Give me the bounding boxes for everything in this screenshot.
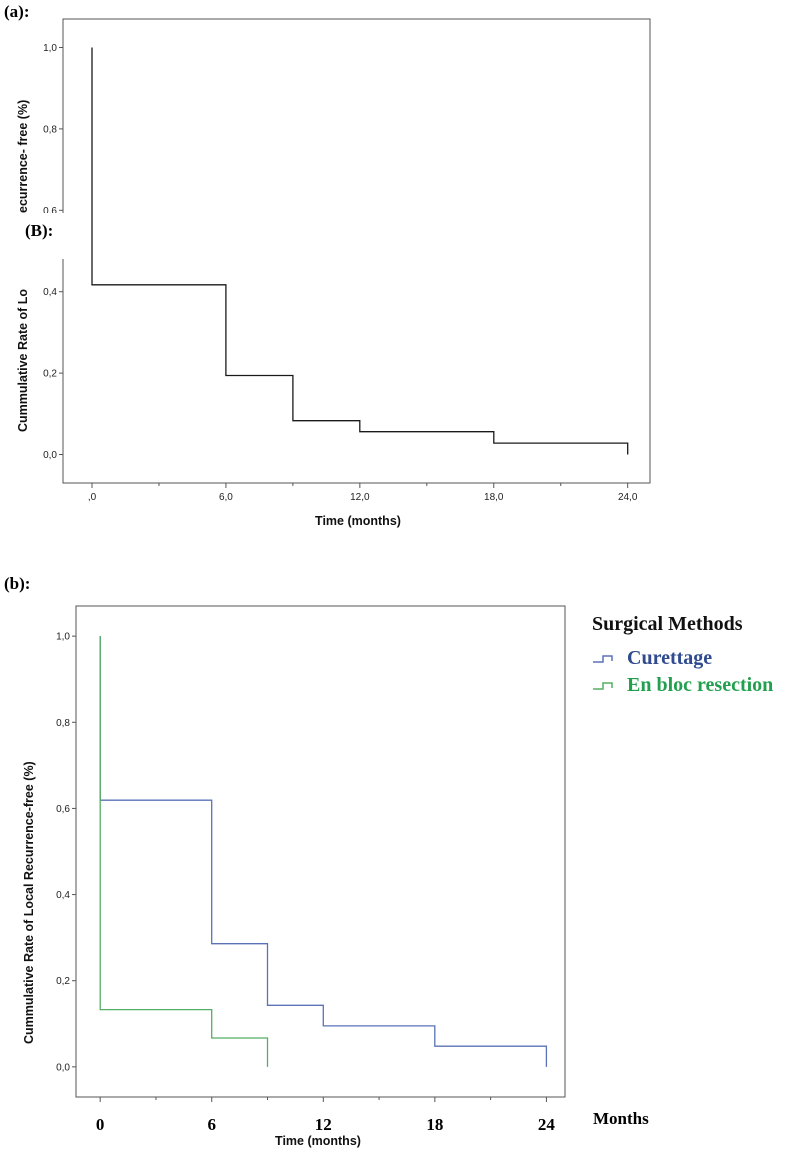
legend: Curettage En bloc resection <box>593 647 773 696</box>
plot-frame-b <box>75 605 566 1098</box>
legend-swatch-en-bloc-resection <box>593 682 613 690</box>
y-tick-label: 0,2 <box>56 976 70 987</box>
x-tick-label: 0 <box>96 1115 105 1134</box>
x-axis-extra-label-b: Months <box>593 1109 649 1128</box>
x-tick-label: 24 <box>538 1115 556 1134</box>
legend-label-en-bloc-resection: En bloc resection <box>627 674 773 696</box>
x-tick-label: 24,0 <box>618 492 638 503</box>
series-line-curettage <box>99 636 548 1067</box>
legend-label-curettage: Curettage <box>627 647 712 669</box>
x-axis-title-b: Time (months) <box>275 1134 361 1148</box>
panel-label-b: (b): <box>4 574 30 593</box>
x-axis-a: ,0 6,0 12,0 18,0 24,0 <box>88 483 638 503</box>
panel-label-a: (a): <box>4 2 29 21</box>
series-line-all-patients <box>91 47 629 455</box>
y-tick-label: 0,6 <box>43 206 57 217</box>
y-tick-label: 1,0 <box>43 43 57 54</box>
overlay-mask <box>0 213 89 259</box>
x-tick-label: ,0 <box>88 492 97 503</box>
y-tick-label: 0,4 <box>56 890 70 901</box>
x-axis-b: 0 6 12 18 24 <box>96 1097 555 1134</box>
legend-swatch-curettage <box>593 655 613 663</box>
x-tick-label: 6 <box>207 1115 216 1134</box>
y-axis-title-a-bottom: Cummulative Rate of Lo <box>16 289 30 432</box>
y-tick-label: 0,8 <box>43 124 57 135</box>
series-group-a <box>91 47 629 455</box>
y-axis-title-b: Cummulative Rate of Local Recurrence-fre… <box>22 761 36 1044</box>
x-tick-label: 18 <box>426 1115 443 1134</box>
x-axis-title-a: Time (months) <box>315 514 401 528</box>
x-tick-label: 12 <box>315 1115 332 1134</box>
y-tick-label: 0,2 <box>43 369 57 380</box>
panel-label-B: (B): <box>25 221 53 240</box>
y-tick-label: 0,0 <box>56 1062 70 1073</box>
series-line-en-bloc-resection <box>99 636 269 1067</box>
y-axis-a: 0,0 0,2 0,4 0,6 0,8 1,0 <box>43 43 63 461</box>
y-axis-title-a-top: ecurrence- free (%) <box>16 100 30 213</box>
x-tick-label: 18,0 <box>484 492 504 503</box>
y-tick-label: 0,4 <box>43 287 57 298</box>
series-group-b <box>99 636 548 1067</box>
legend-title: Surgical Methods <box>592 613 743 635</box>
y-axis-b: 0,0 0,2 0,4 0,6 0,8 1,0 <box>56 632 76 1073</box>
y-tick-label: 0,6 <box>56 804 70 815</box>
y-tick-label: 0,8 <box>56 718 70 729</box>
y-tick-label: 1,0 <box>56 632 70 643</box>
y-tick-label: 0,0 <box>43 450 57 461</box>
x-tick-label: 6,0 <box>219 492 233 503</box>
x-tick-label: 12,0 <box>350 492 370 503</box>
plot-frame-a <box>62 18 651 484</box>
